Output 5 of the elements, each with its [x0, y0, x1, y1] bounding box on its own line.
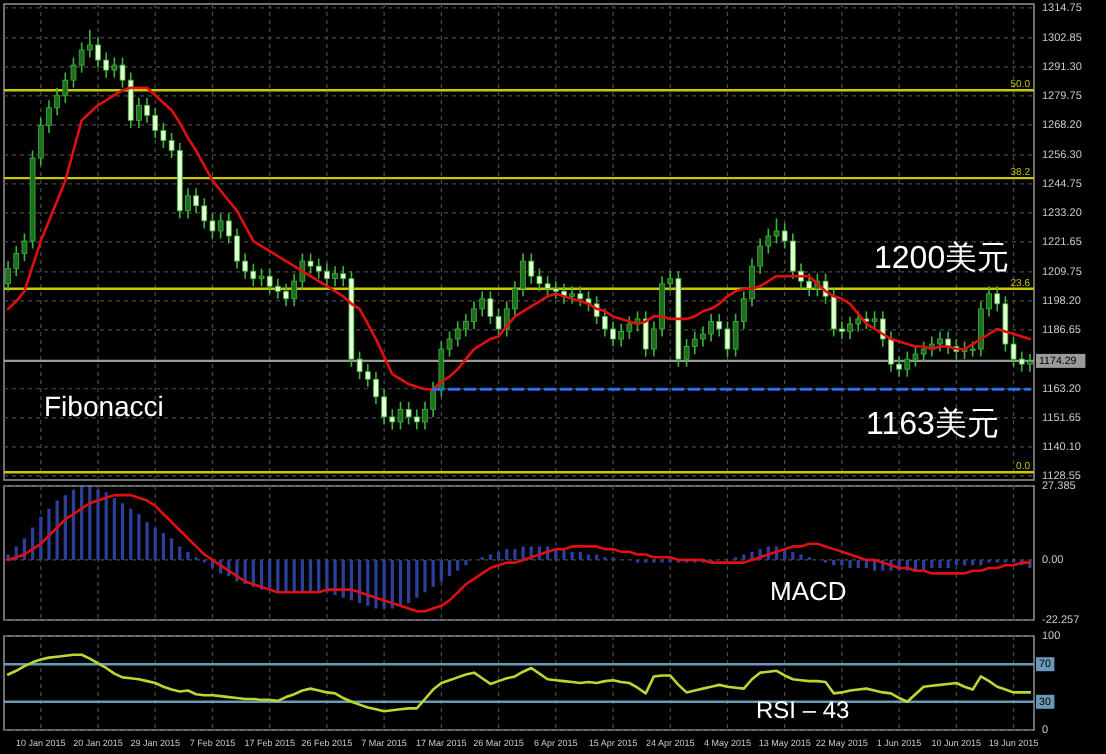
annotation: 1163美元 — [866, 406, 999, 442]
annotation: MACD — [770, 576, 847, 606]
annotation: RSI – 43 — [756, 696, 851, 724]
annotation: 1200美元 — [874, 240, 1010, 276]
annotation: Fibonacci — [44, 390, 164, 422]
